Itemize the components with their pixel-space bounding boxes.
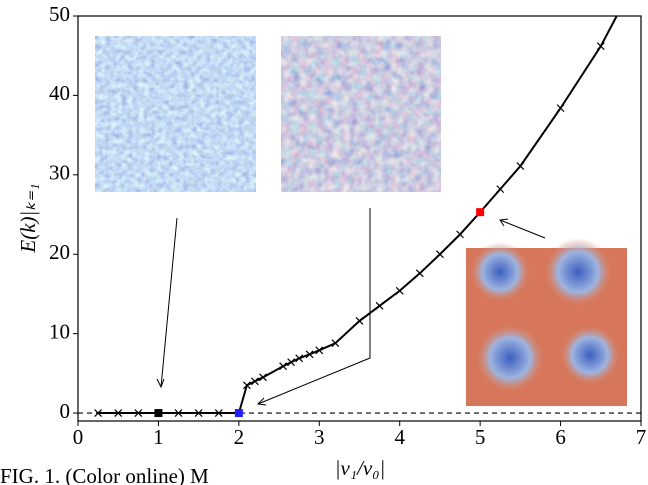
arrow-head <box>499 218 509 227</box>
arrow <box>257 208 371 405</box>
vortex <box>470 242 530 302</box>
vortex <box>476 324 544 392</box>
arrow-head <box>156 378 165 389</box>
arrow-head <box>256 397 267 406</box>
x-tick-label: 0 <box>73 425 84 449</box>
x-marker <box>331 339 340 348</box>
x-marker <box>315 346 324 355</box>
arrows <box>156 208 546 406</box>
x-marker <box>617 5 624 12</box>
x-marker <box>415 269 424 278</box>
x-marker <box>395 286 404 295</box>
x-marker <box>279 362 288 371</box>
x-marker <box>287 358 296 367</box>
x-marker <box>456 230 464 239</box>
arrow <box>160 217 178 388</box>
x-tick-label: 3 <box>314 425 325 449</box>
x-marker <box>242 381 251 390</box>
y-tick-label: 20 <box>49 240 70 264</box>
x-marker <box>259 373 267 382</box>
y-axis-label: E(k)|ₖ₌₁ <box>16 183 40 253</box>
inset-image <box>95 36 256 192</box>
x-marker <box>436 250 444 259</box>
x-marker <box>134 409 143 417</box>
y-tick-label: 30 <box>49 161 70 185</box>
inset-images <box>95 36 627 406</box>
x-tick-label: 6 <box>555 425 566 449</box>
x-marker <box>214 409 223 417</box>
x-marker <box>94 409 103 417</box>
y-tick-label: 50 <box>49 2 70 26</box>
inset-image <box>281 36 441 192</box>
x-tick-label: 2 <box>234 425 245 449</box>
x-marker <box>355 317 364 325</box>
y-tick-label: 10 <box>49 319 70 343</box>
x-marker <box>596 42 605 51</box>
y-tick-label: 40 <box>49 81 70 105</box>
x-tick-label: 1 <box>153 425 164 449</box>
x-marker <box>194 409 203 417</box>
x-tick-label: 4 <box>394 425 405 449</box>
x-marker <box>496 185 505 194</box>
vortex <box>544 238 612 306</box>
x-tick-label: 7 <box>636 425 647 449</box>
highlight-point <box>476 208 485 217</box>
x-marker <box>375 301 384 310</box>
plot-frame <box>77 15 642 422</box>
caption: FIG. 1. (Color online) M <box>0 464 209 485</box>
x-tick-label: 5 <box>475 425 486 449</box>
y-tick-label: 0 <box>60 399 71 423</box>
x-marker <box>251 377 259 386</box>
x-axis-label: |ν₁/ν₀| <box>335 456 386 480</box>
x-marker <box>295 354 304 363</box>
vortex <box>560 325 620 385</box>
highlight-point <box>234 409 243 418</box>
x-marker <box>174 409 183 417</box>
highlight-point <box>154 409 163 418</box>
arrow <box>499 219 546 239</box>
x-marker <box>305 350 314 359</box>
x-marker <box>516 162 525 171</box>
plot-area <box>78 5 641 418</box>
x-marker <box>114 409 123 417</box>
x-marker <box>556 104 565 113</box>
